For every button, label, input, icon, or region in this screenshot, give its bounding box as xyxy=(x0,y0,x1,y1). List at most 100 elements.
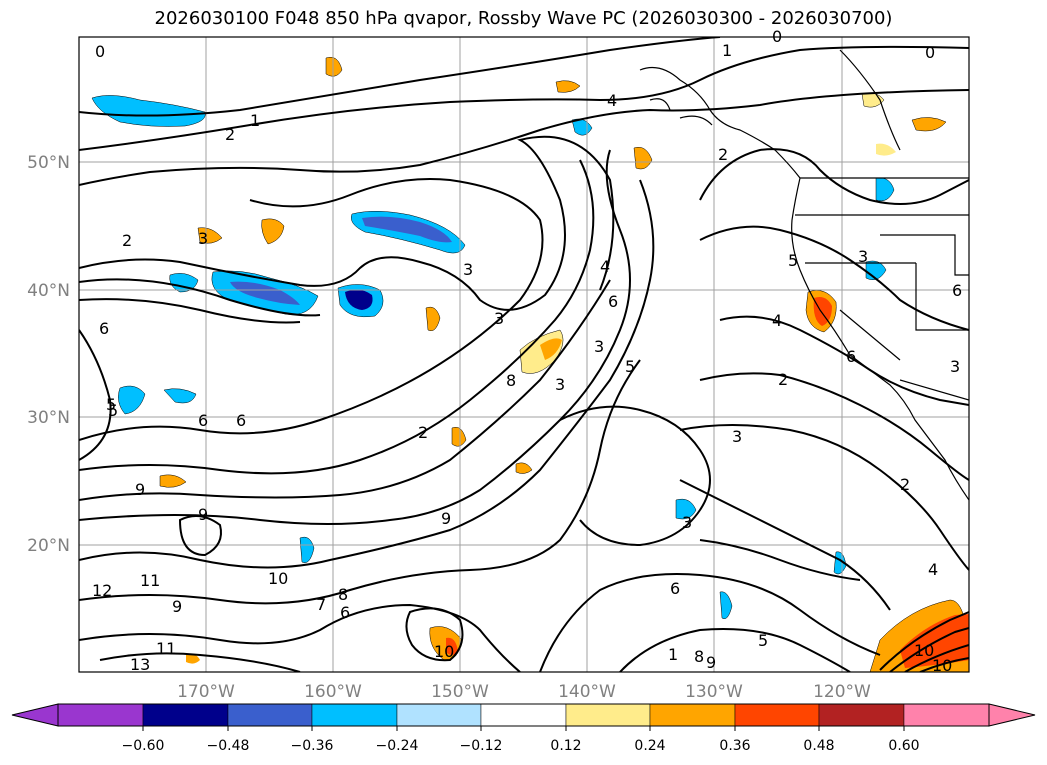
lat-label-20n: 20°N xyxy=(27,536,70,556)
contour-label: 2 xyxy=(225,125,235,144)
contour-label: 5 xyxy=(625,357,635,376)
contour-label: 3 xyxy=(858,247,868,266)
lon-label-160w: 160°W xyxy=(304,682,362,702)
contour-label: 4 xyxy=(607,91,617,110)
contour-label: 10 xyxy=(932,656,952,675)
contour-label: 6 xyxy=(952,281,962,300)
plot-area xyxy=(78,36,970,673)
contour-label: 6 xyxy=(99,319,109,338)
contour-label: 3 xyxy=(950,357,960,376)
contour-label: 5 xyxy=(108,401,118,420)
contour-label: 3 xyxy=(463,260,473,279)
contour-label: 9 xyxy=(172,597,182,616)
colorbar: −0.60 −0.48 −0.36 −0.24 −0.12 0.12 0.24 … xyxy=(11,703,1036,754)
lat-label-40n: 40°N xyxy=(27,281,70,301)
contour-label: 8 xyxy=(694,647,704,666)
contour-label: 1 xyxy=(668,645,678,664)
contour-label: 3 xyxy=(732,427,742,446)
contour-label: 9 xyxy=(198,505,208,524)
contour-label: 2 xyxy=(778,370,788,389)
contours xyxy=(79,37,969,672)
contour-label: 12 xyxy=(92,581,112,600)
colorbar-segment xyxy=(142,703,229,727)
colorbar-ticks xyxy=(142,726,905,731)
contour-label: 5 xyxy=(788,251,798,270)
contour-label: 0 xyxy=(772,27,782,46)
contour-label: 2 xyxy=(122,231,132,250)
contour-label: 4 xyxy=(600,257,610,276)
contour-label: 3 xyxy=(494,309,504,328)
lat-label-50n: 50°N xyxy=(27,153,70,173)
contour-label: 2 xyxy=(418,423,428,442)
contour-label: 2 xyxy=(718,145,728,164)
colorbar-segment xyxy=(396,703,482,727)
contour-label: 6 xyxy=(670,579,680,598)
contour-label: 1 xyxy=(250,111,260,130)
colorbar-tick-label: −0.48 xyxy=(207,738,250,754)
contour-label: 11 xyxy=(140,571,160,590)
lon-label-140w: 140°W xyxy=(558,682,616,702)
colorbar-segment xyxy=(57,703,144,727)
map-title: 2026030100 F048 850 hPa qvapor, Rossby W… xyxy=(154,8,893,29)
contour-label: 4 xyxy=(772,311,782,330)
contour-label: 9 xyxy=(135,480,145,499)
contour-label: 3 xyxy=(682,513,692,532)
graticule xyxy=(79,37,969,672)
contour-labels: 0 1 0 0 4 2 1 2 2 3 3 5 4 6 3 6 3 5 2 3 … xyxy=(92,27,962,675)
contour-label: 8 xyxy=(338,585,348,604)
contour-label: 10 xyxy=(434,642,454,661)
lon-label-170w: 170°W xyxy=(177,682,235,702)
lon-label-120w: 120°W xyxy=(813,682,871,702)
contour-label: 6 xyxy=(198,411,208,430)
colorbar-extend-min xyxy=(11,703,59,727)
contour-label: 6 xyxy=(608,292,618,311)
contour-label: 3 xyxy=(555,375,565,394)
colorbar-segment xyxy=(480,703,567,727)
colorbar-segment xyxy=(903,703,990,727)
lon-label-150w: 150°W xyxy=(431,682,489,702)
contour-label: 5 xyxy=(106,395,116,414)
longitude-labels: 170°W 160°W 150°W 140°W 130°W 120°W xyxy=(177,682,871,702)
colorbar-tick-label: 0.24 xyxy=(634,738,665,754)
contour-label: 3 xyxy=(198,229,208,248)
contour-label: 9 xyxy=(441,509,451,528)
contour-label: 5 xyxy=(758,631,768,650)
contour-label: 8 xyxy=(506,371,516,390)
contour-label: 3 xyxy=(594,337,604,356)
contour-label: 11 xyxy=(156,639,176,658)
colorbar-tick-label: −0.36 xyxy=(291,738,334,754)
contour-label: 0 xyxy=(95,42,105,61)
neg-anomaly-northwest xyxy=(91,95,206,127)
contour-label: 10 xyxy=(914,641,934,660)
contour-label: 1 xyxy=(722,41,732,60)
colorbar-tick-label: 0.12 xyxy=(550,738,581,754)
contour-label: 7 xyxy=(316,595,326,614)
colorbar-tick-label: 0.48 xyxy=(803,738,834,754)
colorbar-tick-label: 0.60 xyxy=(888,738,919,754)
contour-label: 6 xyxy=(236,411,246,430)
contour-label: 0 xyxy=(925,43,935,62)
lat-label-30n: 30°N xyxy=(27,408,70,428)
contour-label: 4 xyxy=(928,560,938,579)
colorbar-segment xyxy=(311,703,398,727)
coastlines xyxy=(639,49,969,501)
contour-label: 2 xyxy=(900,475,910,494)
contour-label: 6 xyxy=(846,347,856,366)
colorbar-segment xyxy=(818,703,905,727)
colorbar-tick-label: 0.36 xyxy=(719,738,750,754)
colorbar-tick-label: −0.24 xyxy=(376,738,419,754)
colorbar-segment xyxy=(565,703,651,727)
colorbar-extend-max xyxy=(988,703,1036,727)
contour-label: 9 xyxy=(706,653,716,672)
colorbar-tick-label: −0.12 xyxy=(460,738,503,754)
colorbar-segment xyxy=(227,703,313,727)
contour-label: 13 xyxy=(130,655,150,674)
lon-label-130w: 130°W xyxy=(685,682,743,702)
contour-label: 10 xyxy=(268,569,288,588)
colorbar-segment xyxy=(734,703,820,727)
latitude-labels: 50°N 40°N 30°N 20°N xyxy=(27,153,70,556)
contour-label: 6 xyxy=(340,603,350,622)
colorbar-tick-label: −0.60 xyxy=(122,738,165,754)
colorbar-segment xyxy=(649,703,736,727)
